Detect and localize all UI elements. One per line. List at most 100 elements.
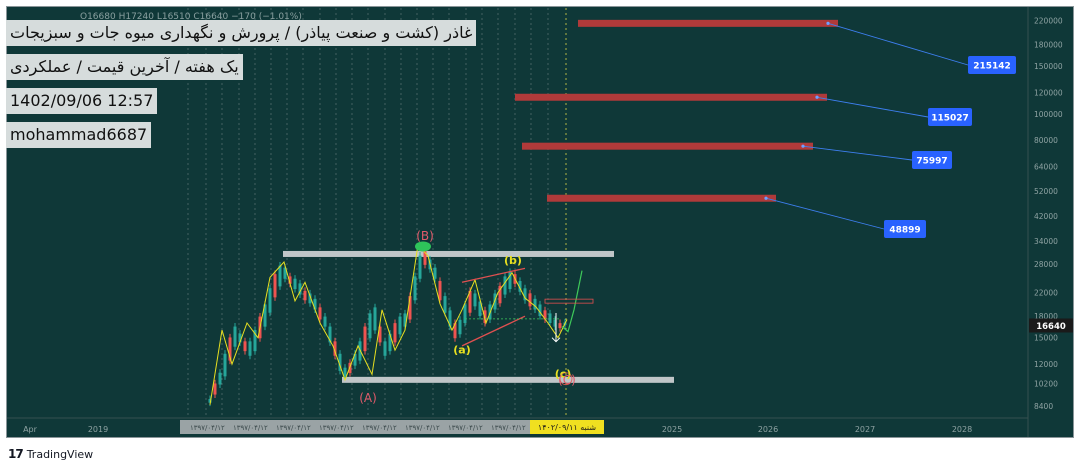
candle-body xyxy=(483,310,487,323)
candle-body xyxy=(478,301,482,317)
projection-line xyxy=(561,270,583,333)
y-tick-label: 64000 xyxy=(1034,162,1058,171)
candle-body xyxy=(273,274,277,298)
y-axis-panel xyxy=(1028,7,1073,437)
channel-top-line xyxy=(461,267,526,283)
x-range-strip-label: ۱۳۹۷/۰۴/۱۲ xyxy=(362,424,397,432)
candle-body xyxy=(208,399,212,403)
last-price-tag xyxy=(1029,318,1073,333)
info-timestamp: 1402/09/06 12:57 xyxy=(6,88,158,114)
candle-body xyxy=(388,333,392,352)
target-anchor-dot xyxy=(801,144,805,148)
candle-body xyxy=(233,326,237,347)
candle-body xyxy=(228,337,232,361)
target-bar xyxy=(522,142,813,150)
target-anchor-dot xyxy=(764,196,768,200)
wave-label: (B) xyxy=(416,229,434,243)
last-price-label: 16640 xyxy=(1036,322,1066,332)
y-tick-label: 80000 xyxy=(1034,136,1058,145)
y-tick-label: 12000 xyxy=(1034,360,1058,369)
wave-label: (b) xyxy=(504,254,522,267)
candle-body xyxy=(253,330,257,352)
wave-path-line xyxy=(209,243,568,405)
candle-body xyxy=(263,304,267,327)
candle-body xyxy=(288,276,292,284)
candle-body xyxy=(248,341,252,356)
candle-body xyxy=(378,326,382,343)
candle-body xyxy=(328,326,332,343)
candle-body xyxy=(213,383,217,395)
y-tick-label: 34000 xyxy=(1034,237,1058,246)
candle-body xyxy=(323,316,327,327)
candle-body xyxy=(333,341,337,356)
target-label-text: 115027 xyxy=(931,114,969,124)
candle-body xyxy=(368,313,372,339)
tradingview-logo-icon: 17 xyxy=(8,447,24,461)
candle-body xyxy=(373,307,377,331)
highlighted-date-box xyxy=(530,420,604,434)
candle-body xyxy=(218,372,222,385)
wave-label: (C) xyxy=(558,373,576,387)
target-connector-line xyxy=(765,197,885,230)
target-anchor-dot xyxy=(826,21,830,25)
y-tick-label: 150000 xyxy=(1034,62,1063,71)
x-range-strip-label: ۱۳۹۷/۰۴/۱۲ xyxy=(319,424,354,432)
candle-body xyxy=(393,323,397,343)
y-tick-label: 100000 xyxy=(1034,110,1063,119)
wave-b-marker-icon xyxy=(415,241,431,252)
sr-zone-support xyxy=(342,376,674,383)
candle-body xyxy=(413,276,417,301)
x-tick-label: 2025 xyxy=(662,425,682,434)
candle-body xyxy=(558,323,562,329)
candle-body xyxy=(548,313,552,323)
target-label-box xyxy=(928,108,972,126)
y-tick-label: 28000 xyxy=(1034,260,1058,269)
candle-body xyxy=(473,293,477,307)
y-tick-label: 180000 xyxy=(1034,40,1063,49)
candle-body xyxy=(423,246,427,265)
candle-body xyxy=(448,310,452,327)
x-tick-label: 2026 xyxy=(758,425,778,434)
target-connector-line xyxy=(827,22,969,66)
target-label-box xyxy=(884,220,926,238)
candle-body xyxy=(508,271,512,290)
candle-body xyxy=(318,307,322,320)
y-tick-label: 8400 xyxy=(1034,402,1053,411)
highlighted-date-label: شنبه ۱۴۰۲/۰۹/۱۱ xyxy=(538,423,596,432)
candle-body xyxy=(283,267,287,279)
y-tick-label: 15000 xyxy=(1034,334,1058,343)
channel-bottom-line xyxy=(461,315,526,347)
x-range-strip-label: ۱۳۹۷/۰۴/۱۲ xyxy=(448,424,483,432)
target-connector-line xyxy=(802,145,913,161)
wave-label: (c) xyxy=(555,367,572,380)
info-title: غاذر (کشت و صنعت پیاذر) / پرورش و نگهدار… xyxy=(6,20,477,46)
candle-body xyxy=(458,319,462,335)
x-tick-label: 2019 xyxy=(88,425,108,434)
x-tick-label: 2028 xyxy=(952,425,972,434)
x-range-strip-label: ۱۳۹۷/۰۴/۱۲ xyxy=(190,424,225,432)
candle-body xyxy=(418,255,422,279)
candle-body xyxy=(538,304,542,317)
info-author: mohammad6687 xyxy=(6,122,152,148)
info-interval: یک هفته / آخرین قیمت / عملکردی xyxy=(6,54,243,80)
y-tick-label: 220000 xyxy=(1034,17,1063,26)
x-range-strip-label: ۱۳۹۷/۰۴/۱۲ xyxy=(276,424,311,432)
candle-body xyxy=(293,278,297,290)
x-tick-label: 2027 xyxy=(855,425,875,434)
candle-body xyxy=(403,313,407,327)
candle-body xyxy=(438,281,442,301)
y-tick-label: 42000 xyxy=(1034,212,1058,221)
candle-body xyxy=(518,281,522,292)
candle-body xyxy=(523,288,527,301)
target-label-text: 215142 xyxy=(973,62,1011,72)
wave-c-circle-icon xyxy=(559,372,573,386)
candle-body xyxy=(338,353,342,371)
candle-body xyxy=(533,298,537,310)
sr-zone-resistance xyxy=(283,250,614,257)
candle-body xyxy=(443,296,447,313)
candle-body xyxy=(433,267,437,279)
target-connector-line xyxy=(816,96,929,118)
candle-body xyxy=(238,333,242,343)
candle-body xyxy=(528,293,532,307)
